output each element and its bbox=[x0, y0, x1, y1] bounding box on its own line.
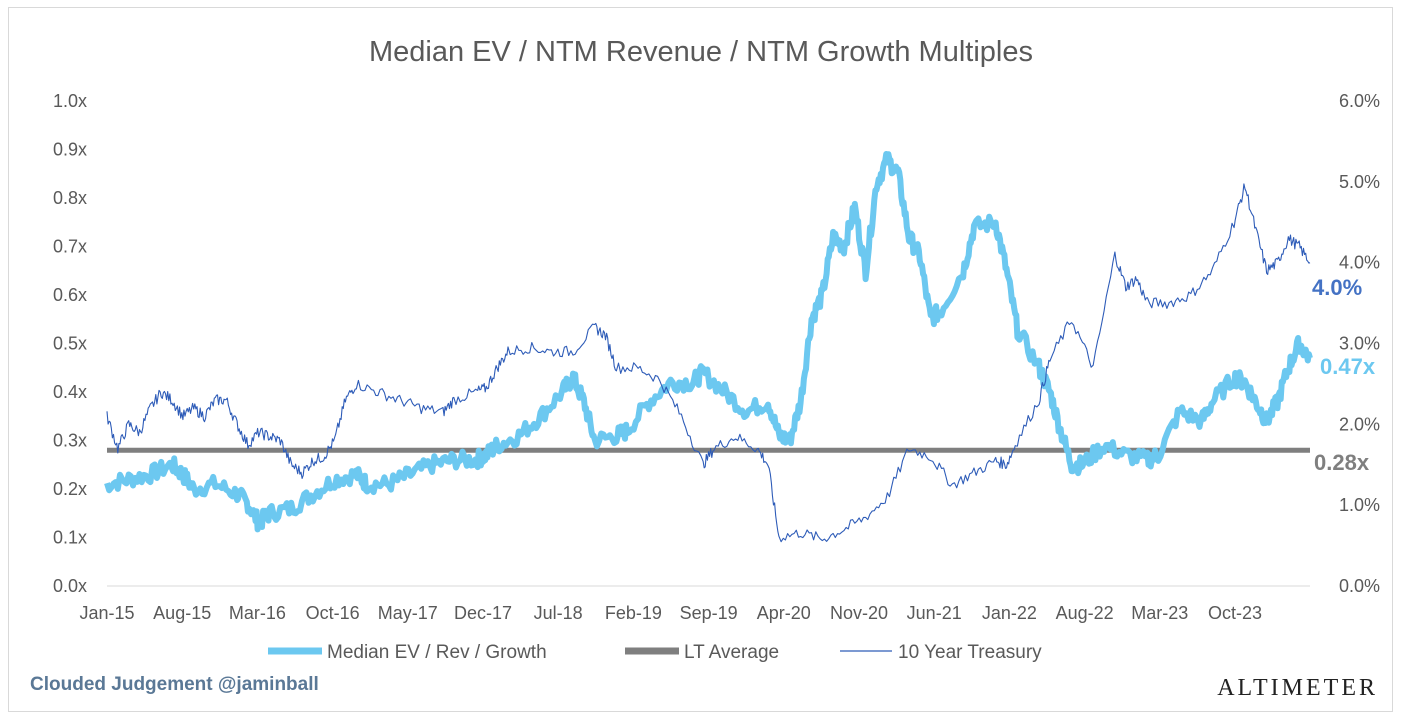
legend-label-treasury: 10 Year Treasury bbox=[898, 642, 1042, 663]
right-axis-ticks: 0.0% 1.0% 2.0% 3.0% 4.0% 5.0% 6.0% bbox=[1339, 91, 1380, 596]
x-tick-label: Nov-20 bbox=[830, 603, 888, 623]
x-tick-label: Sep-19 bbox=[680, 603, 738, 623]
left-tick-label: 0.1x bbox=[53, 528, 87, 548]
left-tick-label: 0.0x bbox=[53, 576, 87, 596]
end-label-treasury: 4.0% bbox=[1312, 275, 1362, 300]
footer-credit: Clouded Judgement @jaminball bbox=[30, 674, 319, 695]
end-label-average: 0.28x bbox=[1314, 450, 1370, 475]
x-tick-label: Aug-15 bbox=[153, 603, 211, 623]
left-axis-ticks: 0.0x 0.1x 0.2x 0.3x 0.4x 0.5x 0.6x 0.7x 0.8x 0.9x… bbox=[53, 91, 87, 596]
legend: Median EV / Rev / Growth LT Average 10 Y… bbox=[268, 642, 1042, 663]
series-line-median bbox=[104, 151, 1313, 533]
left-tick-label: 0.2x bbox=[53, 479, 87, 499]
legend-label-median: Median EV / Rev / Growth bbox=[327, 642, 547, 663]
x-tick-label: Mar-16 bbox=[229, 603, 286, 623]
right-tick-label: 0.0% bbox=[1339, 576, 1380, 596]
right-tick-label: 4.0% bbox=[1339, 253, 1380, 273]
right-tick-label: 2.0% bbox=[1339, 414, 1380, 434]
left-tick-label: 0.3x bbox=[53, 431, 87, 451]
x-tick-label: Oct-16 bbox=[306, 603, 360, 623]
right-tick-label: 5.0% bbox=[1339, 172, 1380, 192]
x-tick-label: Mar-23 bbox=[1131, 603, 1188, 623]
series-layer bbox=[104, 151, 1313, 543]
x-tick-label: Jun-21 bbox=[907, 603, 962, 623]
end-label-median: 0.47x bbox=[1320, 354, 1376, 379]
left-tick-label: 0.6x bbox=[53, 285, 87, 305]
left-tick-label: 0.8x bbox=[53, 188, 87, 208]
x-tick-label: Jul-18 bbox=[534, 603, 583, 623]
chart-title: Median EV / NTM Revenue / NTM Growth Mul… bbox=[369, 36, 1033, 68]
x-tick-label: Feb-19 bbox=[605, 603, 662, 623]
x-axis-ticks: Jan-15 Aug-15 Mar-16 Oct-16 May-17 Dec-17 Jul-… bbox=[79, 603, 1262, 623]
series-line-treasury bbox=[106, 183, 1311, 543]
left-tick-label: 0.5x bbox=[53, 334, 87, 354]
left-tick-label: 0.9x bbox=[53, 140, 87, 160]
left-tick-label: 0.4x bbox=[53, 382, 87, 402]
right-tick-label: 6.0% bbox=[1339, 91, 1380, 111]
x-tick-label: Apr-20 bbox=[757, 603, 811, 623]
x-tick-label: Dec-17 bbox=[454, 603, 512, 623]
x-tick-label: May-17 bbox=[378, 603, 438, 623]
legend-label-average: LT Average bbox=[684, 642, 779, 663]
x-tick-label: Jan-15 bbox=[79, 603, 134, 623]
x-tick-label: Oct-23 bbox=[1208, 603, 1262, 623]
left-tick-label: 1.0x bbox=[53, 91, 87, 111]
x-tick-label: Aug-22 bbox=[1056, 603, 1114, 623]
chart-frame bbox=[8, 7, 1393, 712]
right-tick-label: 1.0% bbox=[1339, 495, 1380, 515]
left-tick-label: 0.7x bbox=[53, 237, 87, 257]
right-tick-label: 3.0% bbox=[1339, 334, 1380, 354]
x-tick-label: Jan-22 bbox=[982, 603, 1037, 623]
altimeter-logo: ALTIMETER bbox=[1217, 675, 1378, 701]
